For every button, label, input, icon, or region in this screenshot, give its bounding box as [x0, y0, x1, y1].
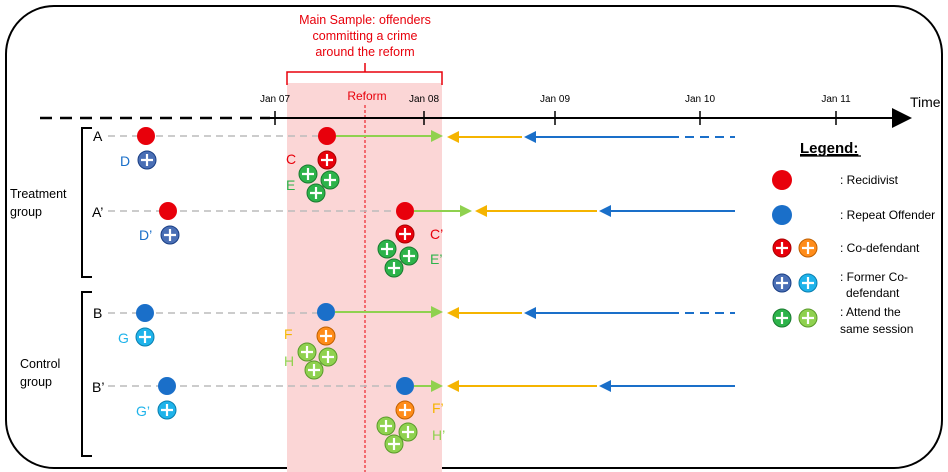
- legend-session-light-green-cross: [802, 312, 814, 324]
- former-codefendant-d-prime-cross: [164, 229, 176, 241]
- letter-c-prime: C’: [430, 226, 443, 242]
- axis-ticks: [274, 111, 837, 125]
- row-label-a-prime: A’: [92, 204, 103, 220]
- recidivist-a: [318, 127, 336, 145]
- legend-codefendant-orange-cross: [802, 242, 814, 254]
- letter-e-prime: E’: [430, 251, 442, 267]
- tick-label-jan11: Jan 11: [821, 94, 851, 105]
- codefendant-f-cross: [320, 330, 332, 342]
- recidivist-a-prime-early: [159, 202, 177, 220]
- session-h-prime-3-cross: [388, 438, 400, 450]
- former-codefendant-g-prime-cross: [161, 404, 173, 416]
- tick-label-jan10: Jan 10: [685, 94, 715, 105]
- row-label-b-prime: B’: [92, 379, 104, 395]
- letter-f-prime: F’: [432, 400, 444, 416]
- legend-former-steel-cross: [776, 277, 788, 289]
- row-b-prime: G’ F’ H’: [108, 377, 735, 454]
- legend-session-label-1: : Attend the: [840, 305, 901, 319]
- letter-h-prime: H’: [432, 427, 445, 443]
- session-e-prime-3-cross: [388, 262, 400, 274]
- time-axis-label: Time: [910, 94, 941, 110]
- repeat-offender-b: [317, 303, 335, 321]
- session-h-prime-1-cross: [380, 420, 392, 432]
- letter-c: C: [286, 151, 296, 167]
- legend: Legend: : Recidivist : Repeat Offender :…: [772, 140, 935, 336]
- letter-f: F: [284, 326, 293, 342]
- letter-h: H: [284, 353, 294, 369]
- legend-codefendant-label: : Co-defendant: [840, 241, 920, 255]
- session-e-prime-2-cross: [403, 250, 415, 262]
- reform-label: Reform: [347, 89, 386, 103]
- legend-repeat-offender-dot: [772, 205, 792, 225]
- row-label-b: B: [93, 305, 102, 321]
- row-b: G F H: [108, 303, 735, 380]
- outer-frame: [5, 5, 943, 469]
- repeat-offender-b-prime-early: [158, 377, 176, 395]
- session-e-2-cross: [324, 174, 336, 186]
- legend-codefendant-red-cross: [776, 242, 788, 254]
- letter-g-prime: G’: [136, 403, 150, 419]
- repeat-offender-b-early: [136, 304, 154, 322]
- recidivist-a-prime: [396, 202, 414, 220]
- control-bracket: [81, 291, 92, 457]
- letter-d: D: [120, 153, 130, 169]
- control-group-label-2: group: [20, 375, 52, 389]
- session-h-2-cross: [322, 351, 334, 363]
- session-h-1-cross: [301, 346, 313, 358]
- treatment-group-label-1: Treatment: [10, 187, 67, 201]
- row-label-a: A: [93, 128, 103, 144]
- tick-label-jan07: Jan 07: [260, 94, 290, 105]
- codefendant-f-prime-cross: [399, 404, 411, 416]
- former-codefendant-g-cross: [139, 331, 151, 343]
- session-h-prime-2-cross: [402, 426, 414, 438]
- repeat-offender-b-prime: [396, 377, 414, 395]
- recidivist-a-early: [137, 127, 155, 145]
- title-line-1: Main Sample: offenders: [299, 13, 431, 27]
- session-h-3-cross: [308, 364, 320, 376]
- control-group-label-1: Control: [20, 357, 60, 371]
- legend-title: Legend:: [800, 140, 858, 157]
- letter-d-prime: D’: [139, 227, 152, 243]
- legend-session-label-2: same session: [840, 322, 913, 336]
- treatment-group-label-2: group: [10, 205, 42, 219]
- treatment-bracket: [81, 127, 92, 278]
- legend-former-label-2: defendant: [846, 286, 900, 300]
- title-line-2: committing a crime: [313, 29, 418, 43]
- former-codefendant-d-cross: [141, 154, 153, 166]
- session-e-prime-1-cross: [381, 243, 393, 255]
- session-e-1-cross: [302, 168, 314, 180]
- legend-repeat-offender-label: : Repeat Offender: [840, 208, 935, 222]
- row-a: D C E: [108, 127, 735, 203]
- session-e-3-cross: [310, 187, 322, 199]
- legend-recidivist-dot: [772, 170, 792, 190]
- letter-g: G: [118, 330, 129, 346]
- legend-former-label-1: : Former Co-: [840, 270, 908, 284]
- tick-label-jan09: Jan 09: [540, 94, 570, 105]
- legend-recidivist-label: : Recidivist: [840, 173, 899, 187]
- tick-label-jan08: Jan 08: [409, 94, 439, 105]
- codefendant-c-prime-cross: [399, 228, 411, 240]
- letter-e: E: [286, 177, 295, 193]
- legend-session-green-cross: [776, 312, 788, 324]
- row-a-prime: D’ C’ E’: [108, 202, 735, 278]
- title-line-3: around the reform: [315, 45, 414, 59]
- legend-former-cyan-cross: [802, 277, 814, 289]
- codefendant-c-cross: [321, 154, 333, 166]
